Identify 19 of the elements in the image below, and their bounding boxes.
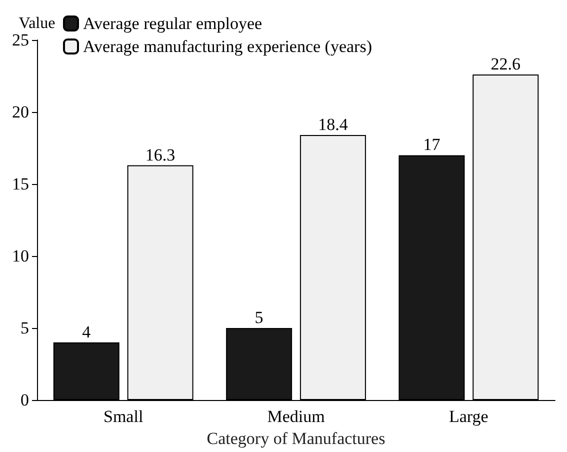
x-tick-label: Medium — [267, 407, 325, 426]
data-label: 17 — [423, 135, 441, 154]
y-tick-label: 10 — [12, 246, 29, 266]
data-label: 16.3 — [145, 145, 176, 164]
y-axis-title: Value — [18, 15, 56, 32]
data-label: 18.4 — [318, 115, 348, 134]
x-tick-label: Small — [103, 407, 144, 426]
data-label: 22.6 — [490, 54, 520, 74]
legend-label: Average regular employee — [83, 14, 262, 33]
y-tick-label: 15 — [12, 174, 29, 194]
y-tick-label: 20 — [12, 102, 29, 122]
x-axis-title: Category of Manufactures — [206, 429, 386, 448]
x-tick-label: Large — [448, 407, 488, 426]
y-tick-label: 5 — [20, 318, 29, 338]
y-tick-label: 0 — [20, 390, 29, 410]
legend-label: Average manufacturing experience (years) — [83, 37, 372, 56]
y-tick-label: 25 — [12, 30, 29, 50]
data-label: 4 — [82, 322, 92, 342]
data-label: 5 — [254, 308, 264, 327]
